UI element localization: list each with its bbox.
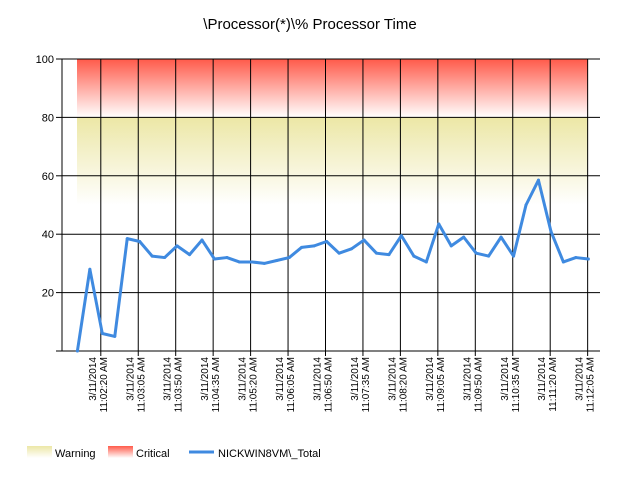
data-point — [262, 261, 266, 265]
data-point — [150, 254, 154, 258]
legend-swatch-warning — [27, 446, 52, 458]
data-point — [287, 256, 291, 260]
data-point — [449, 244, 453, 248]
data-point — [499, 235, 503, 239]
legend-label-warning: Warning — [55, 448, 96, 460]
data-point — [212, 257, 216, 261]
data-point — [512, 254, 516, 258]
data-point — [350, 247, 354, 251]
band-critical — [77, 59, 588, 118]
x-tick-label: 3/11/201411:05:20 AM — [238, 357, 260, 413]
data-point — [312, 244, 316, 248]
data-point — [412, 254, 416, 258]
data-point — [88, 267, 92, 271]
legend-label-critical: Critical — [136, 448, 170, 460]
data-point — [424, 260, 428, 264]
y-tick-label: 80 — [42, 112, 54, 124]
data-point — [100, 331, 104, 335]
data-point — [586, 257, 590, 261]
x-tick-label: 3/11/201411:10:35 AM — [500, 357, 522, 413]
data-point — [175, 244, 179, 248]
chart-title: \Processor(*)\% Processor Time — [203, 16, 416, 33]
x-tick-label: 3/11/201411:09:05 AM — [425, 357, 447, 413]
data-point — [549, 229, 553, 233]
x-tick-label: 3/11/201411:06:50 AM — [313, 357, 335, 413]
data-point — [536, 178, 540, 182]
x-tick-label: 3/11/201411:03:05 AM — [125, 357, 147, 413]
band-warning — [77, 117, 588, 205]
x-tick-label: 3/11/201411:09:50 AM — [462, 357, 484, 413]
data-point — [188, 253, 192, 257]
y-tick-label: 60 — [42, 171, 54, 183]
data-point — [225, 256, 229, 260]
data-point — [474, 251, 478, 255]
data-point — [574, 256, 578, 260]
legend-swatch-critical — [108, 446, 133, 458]
x-tick-label: 3/11/201411:03:50 AM — [163, 357, 185, 413]
x-tick-label: 3/11/201411:12:05 AM — [575, 357, 597, 413]
data-point — [200, 238, 204, 242]
data-point — [561, 260, 565, 264]
x-tick-label: 3/11/201411:08:20 AM — [387, 357, 409, 413]
x-tick-label: 3/11/201411:02:20 AM — [88, 357, 110, 413]
data-point — [374, 251, 378, 255]
data-point — [462, 235, 466, 239]
data-point — [337, 251, 341, 255]
data-point — [275, 258, 279, 262]
data-point — [362, 238, 366, 242]
data-point — [75, 349, 79, 353]
y-tick-label: 40 — [42, 229, 54, 241]
data-point — [437, 222, 441, 226]
data-point — [113, 334, 117, 338]
data-point — [399, 234, 403, 238]
series-line — [75, 178, 590, 353]
y-tick-label: 20 — [42, 288, 54, 300]
data-point — [524, 203, 528, 207]
x-tick-label: 3/11/201411:11:20 AM — [537, 357, 559, 412]
x-tick-label: 3/11/201411:04:35 AM — [200, 357, 222, 413]
x-tick-label: 3/11/201411:07:35 AM — [350, 357, 372, 413]
data-point — [300, 245, 304, 249]
y-tick-label: 100 — [36, 54, 54, 66]
data-point — [325, 240, 329, 243]
data-point — [387, 253, 391, 257]
data-point — [250, 260, 254, 264]
legend-label-series: NICKWIN8VM\_Total — [218, 448, 321, 460]
data-point — [163, 256, 167, 260]
data-point — [487, 254, 491, 258]
data-point — [125, 237, 129, 241]
data-point — [237, 260, 241, 264]
data-point — [138, 240, 142, 243]
x-tick-label: 3/11/201411:06:05 AM — [275, 357, 297, 413]
